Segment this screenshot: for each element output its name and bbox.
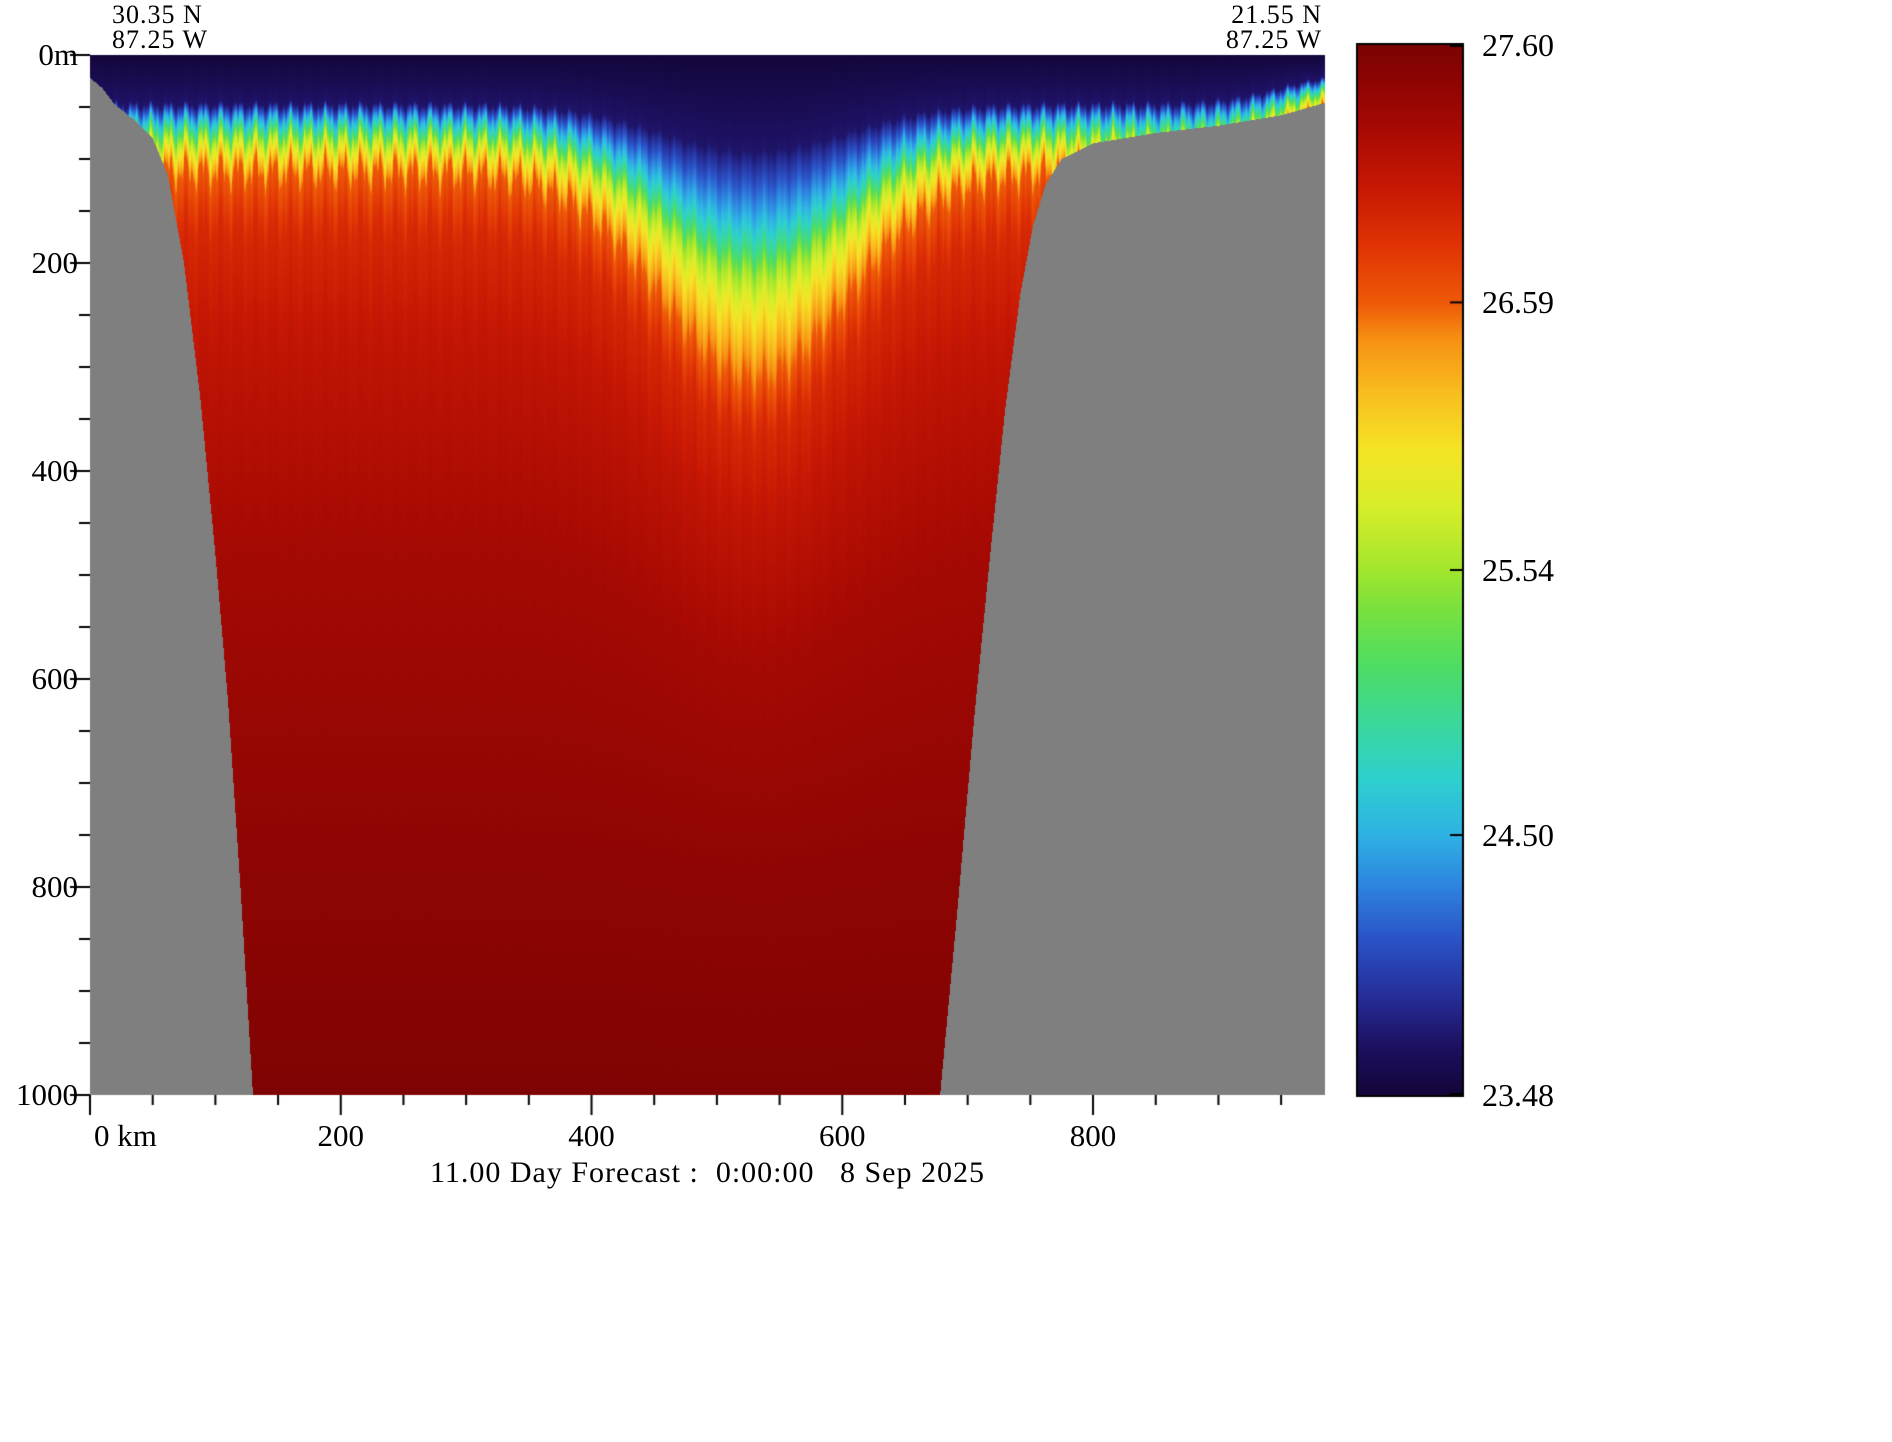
section-start-coords: 30.35 N 87.25 W [112,0,209,54]
colorbar-tick-label: 23.48 [1482,1077,1554,1113]
end-latitude-label: 21.55 N [1231,0,1322,29]
y-axis-tick-label: 200 [31,245,79,280]
section-end-coords: 21.55 N 87.25 W [1200,0,1322,54]
colorbar-tick-label: 24.50 [1482,817,1554,854]
y-axis-tick-label: 400 [31,453,79,488]
colorbar-tick-label: 26.59 [1482,284,1554,321]
x-axis-tick-label: 0 km [94,1118,157,1153]
x-axis-tick-label: 400 [568,1118,615,1153]
x-axis-tick-label: 800 [1069,1118,1117,1153]
end-longitude-label: 87.25 W [1225,25,1322,54]
y-axis-tick-label: 800 [31,869,79,904]
colorbar-tick-label: 27.60 [1482,27,1554,63]
y-axis-tick-label: 0m [38,37,78,72]
x-axis-tick-label: 200 [317,1118,365,1153]
y-axis-tick-label: 1000 [16,1077,78,1112]
start-longitude-label: 87.25 W [112,25,209,54]
colorbar-tick-label: 25.54 [1482,552,1554,588]
start-latitude-label: 30.35 N [112,0,203,29]
y-axis-tick-label: 600 [31,661,79,696]
forecast-caption: 11.00 Day Forecast : 0:00:00 8 Sep 2025 [429,1156,985,1189]
x-axis-tick-label: 600 [819,1118,866,1153]
